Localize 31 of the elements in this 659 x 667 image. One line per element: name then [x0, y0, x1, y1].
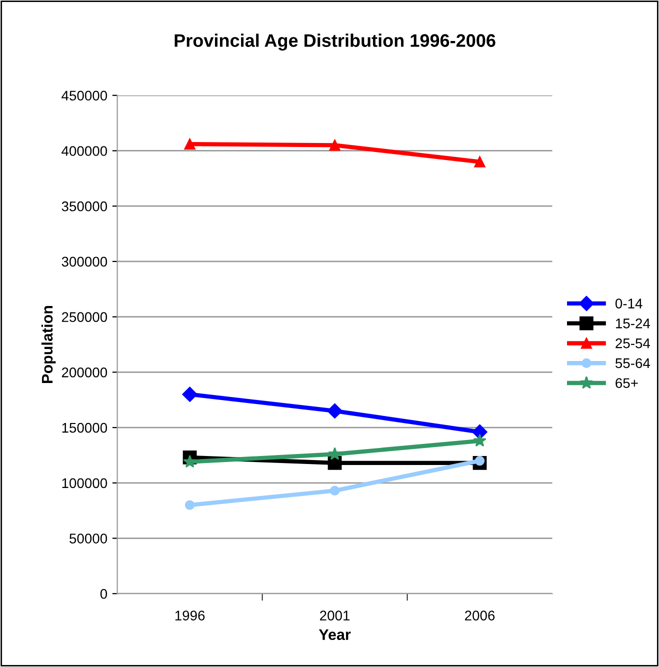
- x-tick-label: 2006: [465, 610, 495, 620]
- legend-label: 25-54: [616, 338, 650, 348]
- point: [329, 140, 340, 151]
- y-tick-label: 0: [100, 588, 108, 599]
- point: [182, 386, 198, 402]
- y-tick-label: 250000: [62, 312, 108, 322]
- x-tick-label: 1996: [175, 610, 205, 620]
- point: [330, 486, 340, 496]
- x-tick-label: 2001: [320, 610, 350, 620]
- y-tick-label: 350000: [62, 201, 108, 212]
- y-tick-label: 400000: [62, 146, 108, 156]
- y-tick-label: 100000: [62, 478, 108, 488]
- chart-title: Provincial Age Distribution 1996-2006: [174, 34, 496, 51]
- x-axis-title: Year: [318, 629, 351, 640]
- point: [184, 138, 196, 150]
- legend-label: 65+: [616, 378, 638, 388]
- point: [473, 434, 486, 447]
- legend-label: 0-14: [615, 298, 642, 308]
- y-tick-label: 300000: [62, 256, 108, 267]
- point: [327, 403, 342, 419]
- y-tick-label: 450000: [62, 90, 108, 101]
- legend-label: 55-64: [615, 358, 650, 368]
- y-axis-title: Population: [41, 306, 56, 383]
- y-tick-label: 200000: [62, 368, 108, 378]
- y-tick-label: 50000: [70, 534, 108, 544]
- y-tick-label: 150000: [62, 422, 108, 433]
- point: [183, 454, 196, 468]
- point: [328, 447, 342, 460]
- legend-label: 15-24: [616, 318, 650, 328]
- point: [184, 500, 195, 510]
- point: [474, 156, 486, 168]
